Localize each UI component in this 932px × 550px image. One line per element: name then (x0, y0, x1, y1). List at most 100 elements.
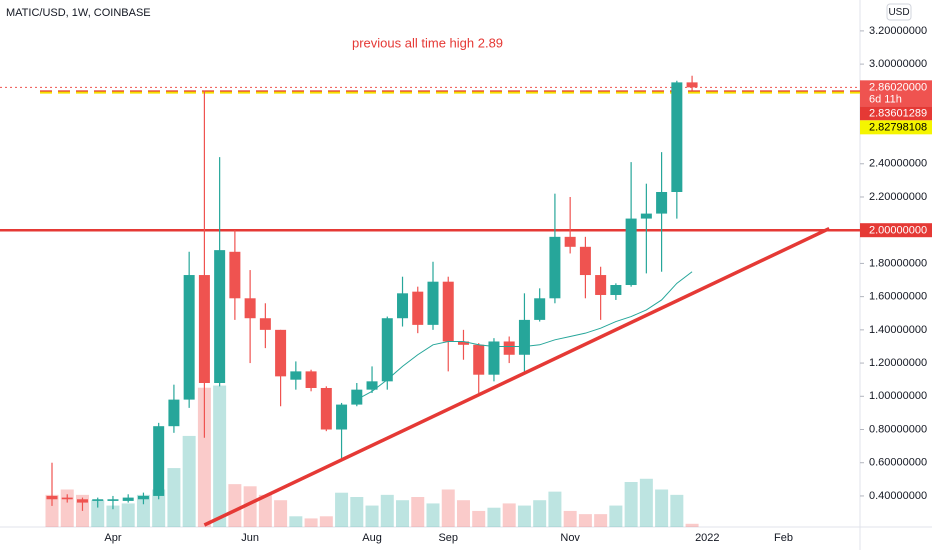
candle-body (518, 319, 530, 355)
volume-bar (655, 489, 669, 527)
volume-bar (365, 505, 379, 527)
y-tick-label: 0.60000000 (869, 457, 927, 469)
candle-body (549, 236, 561, 299)
x-tick-label: Apr (104, 532, 121, 544)
volume-bar (75, 494, 89, 527)
candle-body (275, 329, 287, 377)
candle-body (564, 236, 576, 247)
volume-bar (213, 385, 227, 527)
candle-body (244, 298, 256, 319)
volume-bar (411, 497, 425, 527)
candle-body (427, 281, 439, 325)
y-tick-label: 0.40000000 (869, 490, 927, 502)
volume-bar (289, 516, 303, 527)
trendline (203, 226, 830, 527)
candle-body (534, 298, 546, 320)
price-label-box (860, 106, 932, 121)
y-tick-label: 1.40000000 (869, 324, 927, 336)
currency-label[interactable]: USD (888, 7, 909, 18)
volume-bar (197, 387, 211, 527)
volume-bar (45, 494, 59, 527)
volume-bar (502, 503, 516, 527)
candle-body (656, 191, 668, 214)
volume-bar (121, 503, 135, 527)
volume-bar (396, 500, 410, 527)
volume-bar (487, 507, 501, 527)
candle-body (305, 371, 317, 388)
volume-bar (380, 494, 394, 527)
candle-body (610, 285, 622, 295)
y-tick-label: 1.80000000 (869, 257, 927, 269)
candle-body (259, 318, 271, 330)
y-tick-label: 1.00000000 (869, 390, 927, 402)
candle-body (351, 389, 363, 405)
volume-bar (182, 435, 196, 527)
candle-body (168, 399, 180, 427)
candle-body (503, 341, 515, 355)
candle-body (61, 497, 73, 500)
volume-bar (228, 484, 242, 527)
volume-bar (136, 494, 150, 527)
volume-bar (609, 505, 623, 527)
y-tick-label: 2.40000000 (869, 158, 927, 170)
x-tick-label: 2022 (695, 532, 719, 544)
volume-bar (456, 500, 470, 527)
candle-body (442, 281, 454, 342)
candle-body (625, 218, 637, 286)
candle-body (412, 291, 424, 325)
volume-bar (304, 518, 318, 527)
chart-title: MATIC/USD, 1W, COINBASE (6, 7, 151, 19)
volume-bar (350, 497, 364, 527)
y-tick-label: 3.20000000 (869, 25, 927, 37)
candle-body (46, 495, 58, 500)
candle-body (457, 341, 469, 345)
annotation: previous all time high 2.89 (352, 35, 503, 50)
volume-bar (319, 516, 333, 527)
x-tick-label: Feb (774, 532, 793, 544)
volume-bar (670, 494, 684, 527)
volume-bar (533, 500, 547, 527)
candle-body (198, 275, 210, 384)
volume-bar (335, 492, 349, 527)
price-label: 2.83601289 (869, 108, 927, 120)
candle-body (137, 495, 149, 500)
currency-button[interactable] (886, 3, 912, 21)
candle-body (153, 426, 165, 496)
y-tick-label: 2.20000000 (869, 191, 927, 203)
volume-bar (578, 514, 592, 527)
volume-bar (426, 503, 440, 527)
candle-body (473, 344, 485, 375)
candle-body (183, 275, 195, 400)
candle-body (397, 293, 409, 319)
axis-layer: 3.20000000 3.00000000 2.40000000 2.20000000… (104, 25, 932, 544)
volume-bar (152, 489, 166, 527)
candle-body (488, 341, 500, 375)
y-tick-label: 0.80000000 (869, 423, 927, 435)
candle-body (107, 499, 119, 501)
y-tick-label: 1.20000000 (869, 357, 927, 369)
x-tick-label: Jun (241, 532, 259, 544)
candle-body (686, 82, 698, 88)
candle-body (381, 318, 393, 382)
x-tick-label: Aug (362, 532, 382, 544)
volume-bar (548, 491, 562, 527)
volume-bar (472, 510, 486, 527)
price-label-box (860, 120, 932, 135)
candle-body (640, 213, 652, 219)
candle-body (595, 275, 607, 295)
candle-body (229, 251, 241, 299)
price-label: 2.00000000 (869, 225, 927, 237)
candle-body (92, 499, 104, 501)
y-tick-label: 1.60000000 (869, 291, 927, 303)
volume-bar (639, 478, 653, 527)
candle-body (214, 250, 226, 384)
volume-bar (517, 505, 531, 527)
price-label: 2.86020000 (869, 82, 927, 94)
candle-body (579, 246, 591, 276)
candle-body (671, 82, 683, 192)
volume-bar (258, 494, 272, 527)
volume-bar (441, 489, 455, 527)
x-tick-label: Sep (438, 532, 458, 544)
price-label-countdown: 6d 11h (869, 94, 902, 106)
